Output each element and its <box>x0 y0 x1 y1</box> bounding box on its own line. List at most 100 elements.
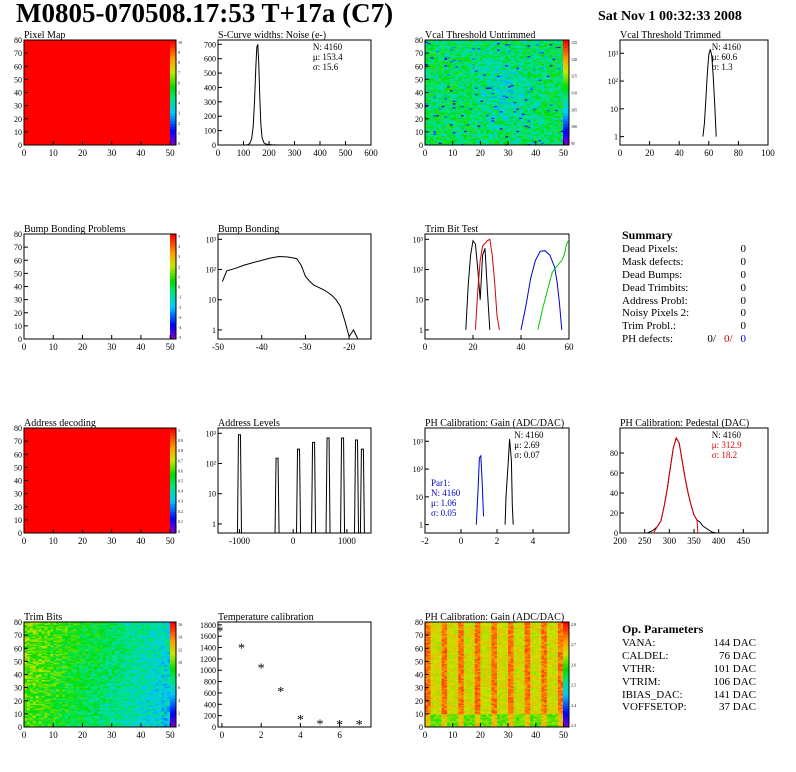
heatmap-cell <box>541 112 545 114</box>
heatmap-cell <box>483 68 487 71</box>
heatmap-cell <box>513 92 517 95</box>
heatmap-cell <box>544 131 548 134</box>
heatmap-cell <box>533 59 537 62</box>
heatmap-cell <box>524 134 528 137</box>
heatmap-cell <box>466 142 470 144</box>
heatmap-cell <box>485 121 489 123</box>
heatmap-cell <box>483 126 487 129</box>
heatmap-cell <box>499 58 503 60</box>
heatmap-cell <box>436 62 440 64</box>
heatmap-cell <box>557 55 561 58</box>
heatmap-cell <box>519 74 523 76</box>
heatmap-cell <box>535 64 539 67</box>
heatmap-cell <box>494 42 498 45</box>
color-scale-band <box>170 92 176 96</box>
heatmap-cell <box>463 46 467 49</box>
heatmap-cell <box>533 121 537 123</box>
heatmap-cell <box>455 64 459 67</box>
heatmap-cell <box>480 112 484 114</box>
heatmap-cell <box>519 134 523 137</box>
heatmap-cell <box>499 74 503 76</box>
heatmap-cell <box>555 143 559 146</box>
heatmap-cell <box>555 125 559 127</box>
heatmap-cell <box>430 75 434 78</box>
heatmap-cell <box>458 43 462 46</box>
heatmap-cell <box>444 108 448 110</box>
heatmap-cell <box>502 80 506 83</box>
heatmap-cell <box>477 104 481 106</box>
heatmap-cell <box>438 47 442 50</box>
heatmap-cell <box>508 104 512 106</box>
heatmap-cell <box>555 135 559 138</box>
heatmap-cell <box>516 116 520 118</box>
heatmap-cell <box>527 138 531 141</box>
heatmap-cell <box>516 53 520 55</box>
heatmap-cell <box>499 137 503 139</box>
heatmap-cell <box>546 88 550 91</box>
x-tick-label: 40 <box>517 342 527 352</box>
heatmap-cell <box>513 58 517 60</box>
heatmap-cell <box>499 100 503 102</box>
heatmap-cell <box>469 133 473 135</box>
heatmap-cell <box>491 66 495 68</box>
heatmap-cell <box>510 142 514 144</box>
heatmap-cell <box>425 143 429 146</box>
heatmap-cell <box>541 96 545 99</box>
heatmap-cell <box>436 93 440 96</box>
heatmap-cell <box>430 62 434 64</box>
heatmap-cell <box>524 55 528 58</box>
heatmap-cell <box>455 121 459 123</box>
heatmap-cell <box>438 110 442 113</box>
heatmap-cell <box>438 74 442 76</box>
heatmap-cell <box>480 63 484 66</box>
heatmap-cell <box>480 124 484 126</box>
heatmap-cell <box>477 135 481 138</box>
x-tick-label: 100 <box>237 148 251 158</box>
x-tick-label: 40 <box>675 148 685 158</box>
heatmap-cell <box>425 126 429 129</box>
heatmap-cell <box>461 99 465 101</box>
heatmap-cell <box>557 51 561 54</box>
heatmap-cell <box>477 84 481 87</box>
heatmap-cell <box>516 62 520 64</box>
heatmap-cell <box>505 109 509 112</box>
heatmap-cell <box>477 96 481 99</box>
heatmap-cell <box>463 80 467 83</box>
heatmap-cell <box>502 53 506 55</box>
heatmap-cell <box>527 91 531 93</box>
heatmap-cell <box>519 108 523 110</box>
heatmap-cell <box>521 92 525 95</box>
color-scale-band <box>170 456 176 460</box>
color-scale-band <box>170 438 176 442</box>
heatmap-cell <box>516 121 520 123</box>
heatmap-cell <box>541 105 545 108</box>
y-tick-label: 0 <box>419 141 423 150</box>
heatmap-cell <box>527 134 531 137</box>
heatmap-cell <box>524 143 528 146</box>
heatmap-cell <box>549 71 553 74</box>
heatmap-cell <box>430 83 434 85</box>
heatmap-cell <box>449 51 453 54</box>
heatmap-cell <box>455 110 459 113</box>
heatmap-cell <box>449 99 453 101</box>
heatmap-cell <box>461 143 465 146</box>
color-scale-band <box>563 53 569 57</box>
heatmap-cell <box>557 76 561 79</box>
heatmap-cell <box>516 130 520 133</box>
y-tick-label: 200 <box>204 112 216 121</box>
heatmap-cell <box>425 84 429 87</box>
y-tick-label: 10² <box>413 266 424 275</box>
heatmap-cell <box>463 51 467 54</box>
heatmap-cell <box>516 78 520 80</box>
heatmap-cell <box>502 96 506 99</box>
heatmap-cell <box>436 50 440 53</box>
heatmap-cell <box>552 53 556 55</box>
heatmap-cell <box>483 109 487 112</box>
heatmap-cell <box>427 78 431 80</box>
heatmap-cell <box>444 113 448 116</box>
heatmap-cell <box>519 126 523 129</box>
heatmap-cell <box>449 116 453 118</box>
heatmap-cell <box>549 57 553 59</box>
heatmap-cell <box>458 67 462 70</box>
heatmap-cell <box>541 67 545 70</box>
